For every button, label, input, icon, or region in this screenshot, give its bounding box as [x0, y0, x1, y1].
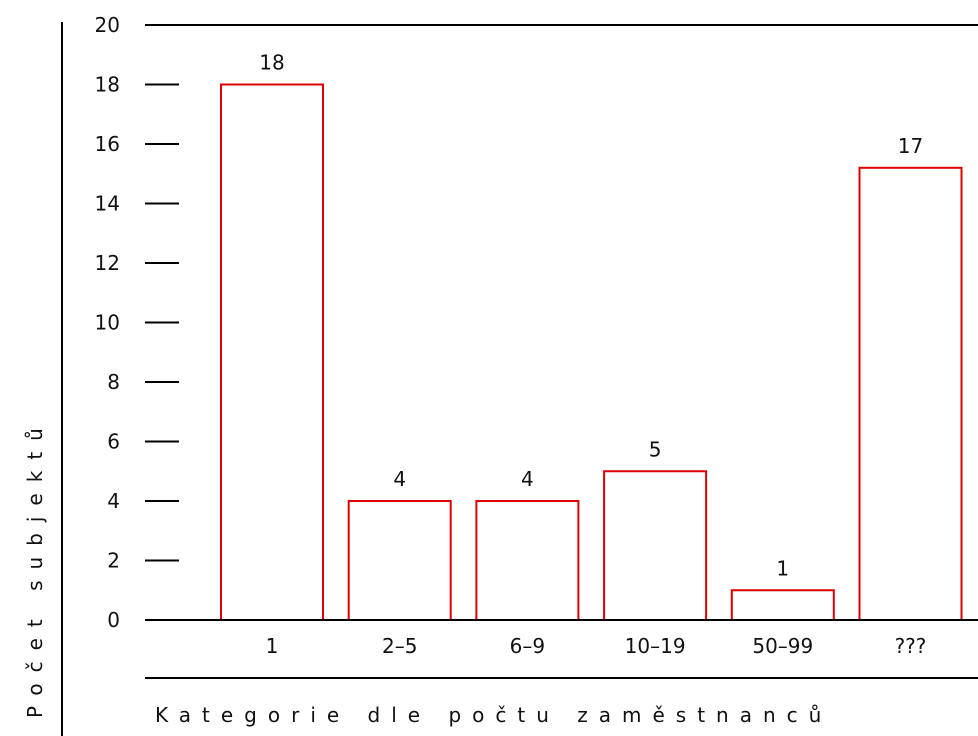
bar-value-label: 4 — [521, 467, 534, 491]
bar-value-label: 1 — [776, 556, 789, 580]
x-axis-title: Kategorie dle počtu zaměstnanců — [155, 703, 832, 727]
x-category-label: 6–9 — [510, 634, 545, 658]
bar-value-label: 17 — [898, 134, 923, 158]
bar-value-label: 5 — [649, 437, 662, 461]
bar — [730, 589, 835, 621]
y-tick-label: 16 — [95, 132, 120, 156]
x-category-label: 10–19 — [625, 634, 686, 658]
bar-value-label: 4 — [393, 467, 406, 491]
bar — [603, 470, 708, 621]
y-tick-label: 8 — [107, 370, 120, 394]
y-tick-label: 2 — [107, 549, 120, 573]
y-tick-label: 0 — [107, 608, 120, 632]
bar — [220, 83, 324, 621]
y-tick-label: 20 — [95, 13, 120, 37]
bar — [858, 166, 963, 622]
y-tick-label: 4 — [107, 489, 120, 513]
bar — [475, 500, 580, 621]
x-category-label: 50–99 — [752, 634, 813, 658]
y-tick-label: 18 — [95, 73, 120, 97]
y-tick-label: 12 — [95, 251, 120, 275]
y-axis-title: Počet subjektů — [23, 417, 47, 718]
x-category-label: ??? — [895, 634, 927, 658]
bars: 18 4 4 5 1 17 — [220, 51, 963, 622]
y-tick-label: 6 — [107, 430, 120, 454]
y-tick-label: 10 — [95, 311, 120, 335]
x-category-label: 2–5 — [382, 634, 417, 658]
x-category-label: 1 — [266, 634, 279, 658]
x-axis-category-labels: 1 2–5 6–9 10–19 50–99??? — [266, 634, 927, 658]
y-tick-label: 14 — [95, 192, 120, 216]
bar-value-label: 18 — [259, 51, 284, 75]
bar — [347, 500, 452, 621]
